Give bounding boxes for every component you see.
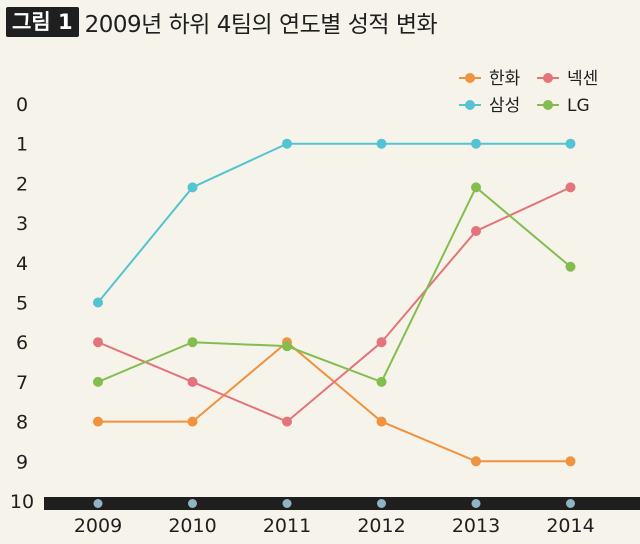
data-point [376,416,387,427]
legend-item: 삼성 [459,96,520,116]
data-point [471,456,481,467]
series-line [97,186,571,423]
y-tick-label: 0 [16,94,28,116]
data-point [187,337,198,348]
data-point [93,416,103,427]
axis-marker [377,499,386,508]
x-tick-label: 2013 [452,515,500,537]
axis-marker [93,499,103,508]
series [93,182,576,387]
legend-label: 넥센 [567,69,598,89]
x-tick-label: 2014 [546,515,594,537]
data-point [376,337,387,348]
x-axis-ticks: 2009 2010 2011 2012 2013 2014 [74,515,595,537]
figure-title: 2009년 하위 4팀의 연도별 성적 변화 [84,12,438,38]
axis-marker [282,499,292,508]
x-axis-bar [44,497,640,510]
data-point [187,376,198,387]
series [93,138,576,308]
figure-title-row: 그림 1 2009년 하위 4팀의 연도별 성적 변화 [6,5,438,39]
legend-label: LG [567,96,590,116]
data-point [282,341,292,352]
x-tick-label: 2010 [168,515,216,537]
series-layer [93,138,576,467]
legend-label: 삼성 [489,96,520,116]
series [93,337,576,467]
y-tick-label: 9 [16,451,28,473]
series-line [97,142,571,304]
legend-item: 넥센 [537,69,598,89]
legend-item: 한화 [459,69,521,89]
legend-swatch-dot [543,100,553,110]
legend-swatch-dot [543,73,553,83]
y-tick-label: 4 [16,253,28,275]
x-tick-label: 2009 [74,515,122,537]
y-axis-ticks: 0 1 2 3 4 5 6 7 8 9 10 [10,94,34,513]
y-tick-label: 8 [16,412,28,434]
legend-swatch-dot [465,100,475,110]
data-point [565,456,576,467]
data-point [93,376,103,387]
y-tick-label: 5 [16,293,28,315]
x-tick-label: 2012 [357,515,405,537]
data-point [565,261,576,272]
data-point [376,138,387,149]
y-tick-label: 3 [16,213,28,235]
data-point [93,337,103,348]
series [93,182,576,427]
legend-item: LG [537,96,590,116]
data-point [471,182,481,193]
legend-swatch-dot [465,73,475,83]
legend-label: 한화 [489,69,521,89]
data-point [282,138,292,149]
data-point [282,416,292,427]
axis-marker [471,499,481,508]
y-tick-label: 6 [16,332,28,354]
y-tick-label: 7 [16,372,28,394]
series-line [97,185,572,384]
data-point [471,138,481,149]
baseline-markers [93,499,575,508]
data-point [187,416,198,427]
data-point [565,138,576,149]
data-point [376,376,387,387]
y-tick-label: 10 [10,491,34,513]
data-point [471,226,481,237]
y-tick-label: 2 [16,173,28,195]
x-tick-label: 2011 [263,515,311,537]
data-point [93,297,103,308]
y-tick-label: 1 [16,134,28,156]
figure-badge: 그림 1 [6,7,79,37]
axis-marker [566,499,575,508]
data-point [187,182,198,193]
axis-marker [188,499,197,508]
series-line [98,340,571,463]
data-point [565,182,576,193]
